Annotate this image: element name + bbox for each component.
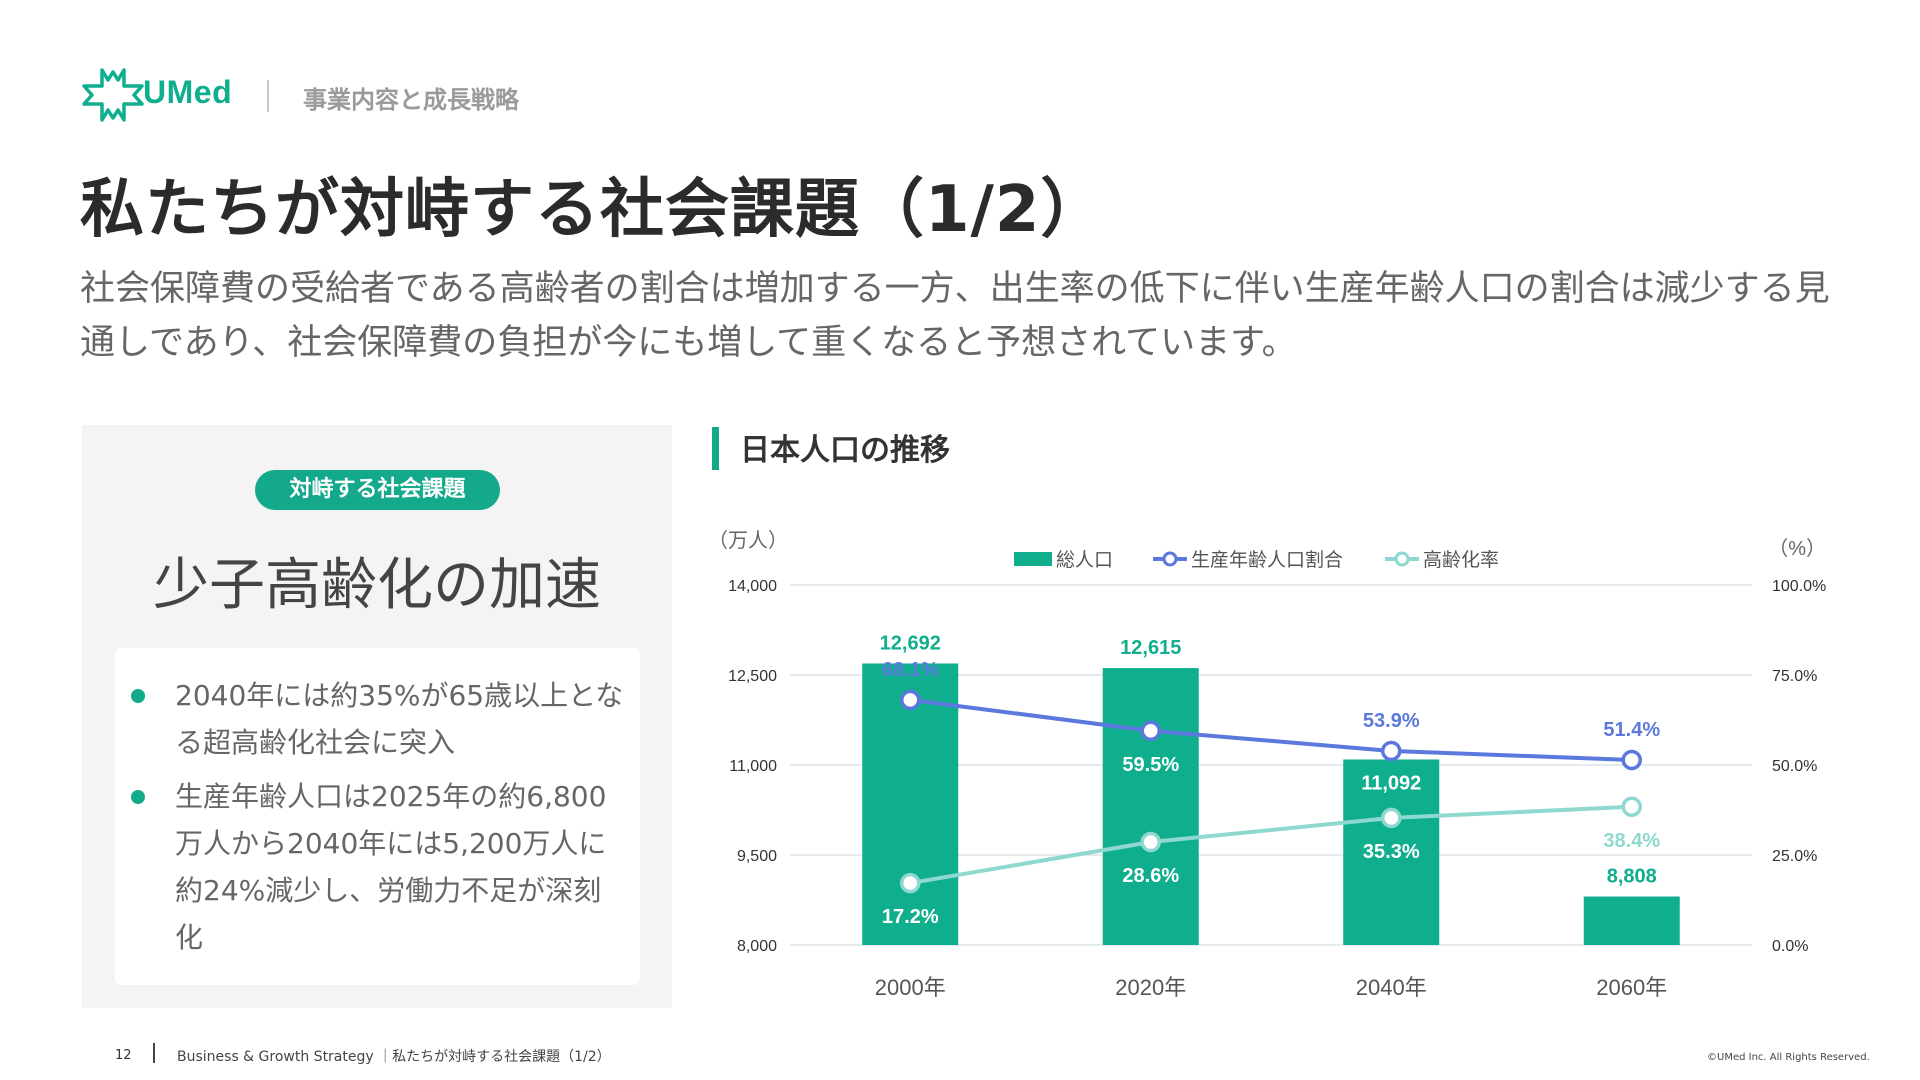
lead-paragraph: 社会保障費の受給者である高齢者の割合は増加する一方、出生率の低下に伴い生産年齢人…	[80, 269, 1830, 363]
series-line	[909, 804, 1632, 886]
left-tick-label: 9,500	[737, 848, 777, 865]
point-value-label: 17.2%	[882, 906, 939, 928]
right-tick-label: 50.0%	[1772, 758, 1817, 775]
series-point	[900, 689, 921, 711]
brand-name: UMed	[143, 74, 233, 110]
bar	[1343, 759, 1440, 945]
left-tick-label: 11,000	[729, 758, 777, 775]
footer-divider	[153, 1043, 155, 1063]
page-number: 12	[115, 1048, 132, 1063]
legend-label: 高齢化率	[1423, 549, 1499, 571]
bar-value-label: 12,692	[880, 632, 941, 654]
legend-marker	[1394, 551, 1410, 567]
series-point	[1621, 749, 1642, 771]
point-value-label: 35.3%	[1363, 841, 1420, 863]
issue-bullet-text: 2040年には約35%が65歳以上となる超高齢化社会に突入	[175, 679, 624, 759]
right-axis-unit: （%）	[1768, 537, 1826, 560]
point-value-label: 68.1%	[882, 659, 939, 681]
x-tick-label: 2000年	[875, 975, 946, 1000]
series-point	[1621, 796, 1642, 818]
right-tick-label: 100.0%	[1772, 578, 1826, 595]
page-title: 私たちが対峙する社会課題（1/2）	[80, 173, 1106, 247]
footer-text: Business & Growth Strategy ｜私たちが対峙する社会課題…	[177, 1049, 611, 1065]
series-point	[1381, 740, 1402, 762]
umed-cross-logo-icon	[82, 68, 144, 122]
point-value-label: 59.5%	[1122, 754, 1179, 776]
point-value-label: 28.6%	[1122, 865, 1179, 887]
x-tick-label: 2020年	[1115, 975, 1186, 1000]
right-tick-label: 0.0%	[1772, 938, 1808, 955]
issue-bullet: 2040年には約35%が65歳以上となる超高齢化社会に突入	[131, 672, 625, 766]
header-section: 事業内容と成長戦略	[303, 86, 519, 114]
left-tick-label: 8,000	[737, 938, 777, 955]
right-tick-label: 25.0%	[1772, 848, 1817, 865]
left-axis-unit: （万人）	[708, 529, 788, 552]
population-chart: （万人） （%） 8,000 0.0% 9,500 25.0% 11,000 50.0% 12,…	[708, 529, 1826, 1000]
legend-swatch	[1014, 552, 1052, 566]
chart-title-accent	[712, 427, 719, 470]
legend-marker	[1162, 551, 1178, 567]
series-point	[900, 872, 921, 894]
bar	[1583, 896, 1680, 945]
bullet-dot-icon	[131, 689, 145, 703]
point-value-label: 38.4%	[1603, 830, 1660, 852]
issue-heading: 少子高齢化の加速	[153, 553, 601, 618]
left-tick-label: 14,000	[728, 578, 777, 595]
header-divider	[267, 80, 269, 112]
issue-pill: 対峙する社会課題	[255, 470, 500, 510]
issue-card: 2040年には約35%が65歳以上となる超高齢化社会に突入 生産年齢人口は202…	[115, 648, 640, 985]
x-tick-label: 2040年	[1356, 975, 1427, 1000]
issue-bullet: 生産年齢人口は2025年の約6,800万人から2040年には5,200万人に約2…	[131, 773, 625, 961]
chart-title: 日本人口の推移	[740, 433, 950, 468]
bullet-dot-icon	[131, 790, 145, 804]
issue-bullet-text: 生産年齢人口は2025年の約6,800万人から2040年には5,200万人に約2…	[175, 780, 607, 954]
series-line	[909, 697, 1632, 762]
bar-value-label: 12,615	[1120, 637, 1181, 659]
point-value-label: 53.9%	[1363, 710, 1420, 732]
copyright: ©UMed Inc. All Rights Reserved.	[1707, 1052, 1870, 1063]
bar	[862, 663, 959, 945]
right-tick-label: 75.0%	[1772, 668, 1817, 685]
series-point	[1140, 831, 1161, 853]
point-value-label: 51.4%	[1603, 719, 1660, 741]
x-tick-label: 2060年	[1596, 975, 1667, 1000]
bar-value-label: 11,092	[1361, 772, 1421, 794]
series-point	[1140, 720, 1161, 742]
legend-label: 生産年齢人口割合	[1191, 549, 1343, 571]
bar-value-label: 8,808	[1607, 866, 1657, 888]
series-point	[1381, 807, 1402, 829]
bar	[1102, 668, 1199, 945]
left-tick-label: 12,500	[728, 668, 777, 685]
legend-label: 総人口	[1056, 549, 1113, 571]
